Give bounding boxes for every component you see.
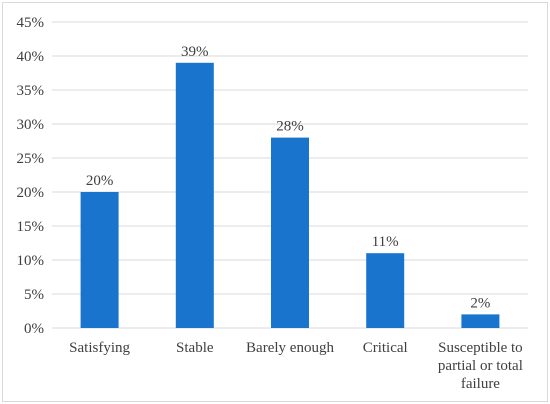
y-tick-label: 40% xyxy=(17,49,45,65)
x-tick-label-line: Stable xyxy=(176,340,214,356)
x-tick-label-line: Satisfying xyxy=(69,340,130,356)
y-tick-label: 5% xyxy=(24,287,44,303)
x-tick-label-line: Susceptible to xyxy=(438,340,523,356)
y-tick-label: 15% xyxy=(17,219,45,235)
x-axis-tick-labels: Satisfying Stable Barely enough Critical Sus… xyxy=(69,340,523,392)
y-tick-label: 35% xyxy=(17,83,45,99)
y-tick-label: 10% xyxy=(17,253,45,269)
x-tick-label: Satisfying xyxy=(69,340,130,356)
data-label: 39% xyxy=(181,44,209,60)
x-tick-label-line: failure xyxy=(461,376,500,392)
bar xyxy=(175,62,214,329)
data-label: 20% xyxy=(86,173,114,189)
x-tick-label: Critical xyxy=(363,340,408,356)
x-tick-label-line: Barely enough xyxy=(246,340,334,356)
x-tick-label: Susceptible to partial or total failure xyxy=(438,340,523,392)
data-label: 28% xyxy=(276,119,304,135)
y-tick-label: 20% xyxy=(17,185,45,201)
bar xyxy=(80,192,119,328)
gridlines xyxy=(52,21,528,329)
bar xyxy=(271,137,309,328)
y-tick-label: 45% xyxy=(17,15,45,31)
x-tick-label-line: partial or total xyxy=(438,358,523,374)
data-label: 2% xyxy=(470,295,490,311)
y-tick-label: 25% xyxy=(17,151,45,167)
y-tick-label: 0% xyxy=(24,321,44,337)
data-labels: 20% 39% 28% 11% 2% xyxy=(86,44,491,312)
x-tick-label-line: Critical xyxy=(363,340,408,356)
bar xyxy=(461,314,500,328)
data-label: 11% xyxy=(372,234,399,250)
bars xyxy=(80,62,500,329)
y-tick-label: 30% xyxy=(17,117,45,133)
y-axis-tick-labels: 0% 5% 10% 15% 20% 25% 30% 35% 40% 45% xyxy=(17,15,45,337)
bar xyxy=(366,253,405,328)
x-tick-label: Stable xyxy=(176,340,214,356)
x-tick-label: Barely enough xyxy=(246,340,334,356)
